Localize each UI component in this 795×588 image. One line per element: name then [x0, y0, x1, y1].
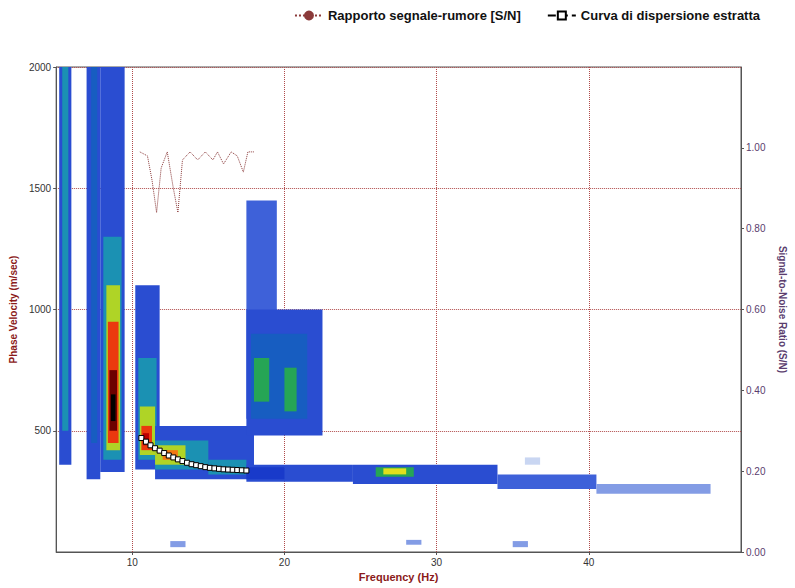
svg-text:1000: 1000: [29, 304, 52, 315]
svg-text:0.80: 0.80: [746, 223, 766, 234]
svg-text:1500: 1500: [29, 183, 52, 194]
svg-text:Frequency (Hz): Frequency (Hz): [359, 571, 439, 583]
svg-text:0.00: 0.00: [746, 547, 766, 558]
svg-text:0.40: 0.40: [746, 385, 766, 396]
svg-text:Rapporto segnale-rumore [S/N]: Rapporto segnale-rumore [S/N]: [328, 8, 521, 23]
svg-text:30: 30: [431, 557, 443, 568]
svg-text:Signal-to-Noise Ratio (S/N): Signal-to-Noise Ratio (S/N): [777, 246, 788, 373]
svg-text:500: 500: [34, 425, 51, 436]
svg-text:0.20: 0.20: [746, 466, 766, 477]
svg-text:0.60: 0.60: [746, 304, 766, 315]
svg-text:1.00: 1.00: [746, 142, 766, 153]
svg-text:40: 40: [583, 557, 595, 568]
svg-text:10: 10: [127, 557, 139, 568]
svg-text:2000: 2000: [29, 62, 52, 73]
svg-text:Curva di dispersione estratta: Curva di dispersione estratta: [581, 8, 761, 23]
svg-text:Phase Velocity (m/sec): Phase Velocity (m/sec): [8, 256, 19, 364]
svg-text:20: 20: [279, 557, 291, 568]
